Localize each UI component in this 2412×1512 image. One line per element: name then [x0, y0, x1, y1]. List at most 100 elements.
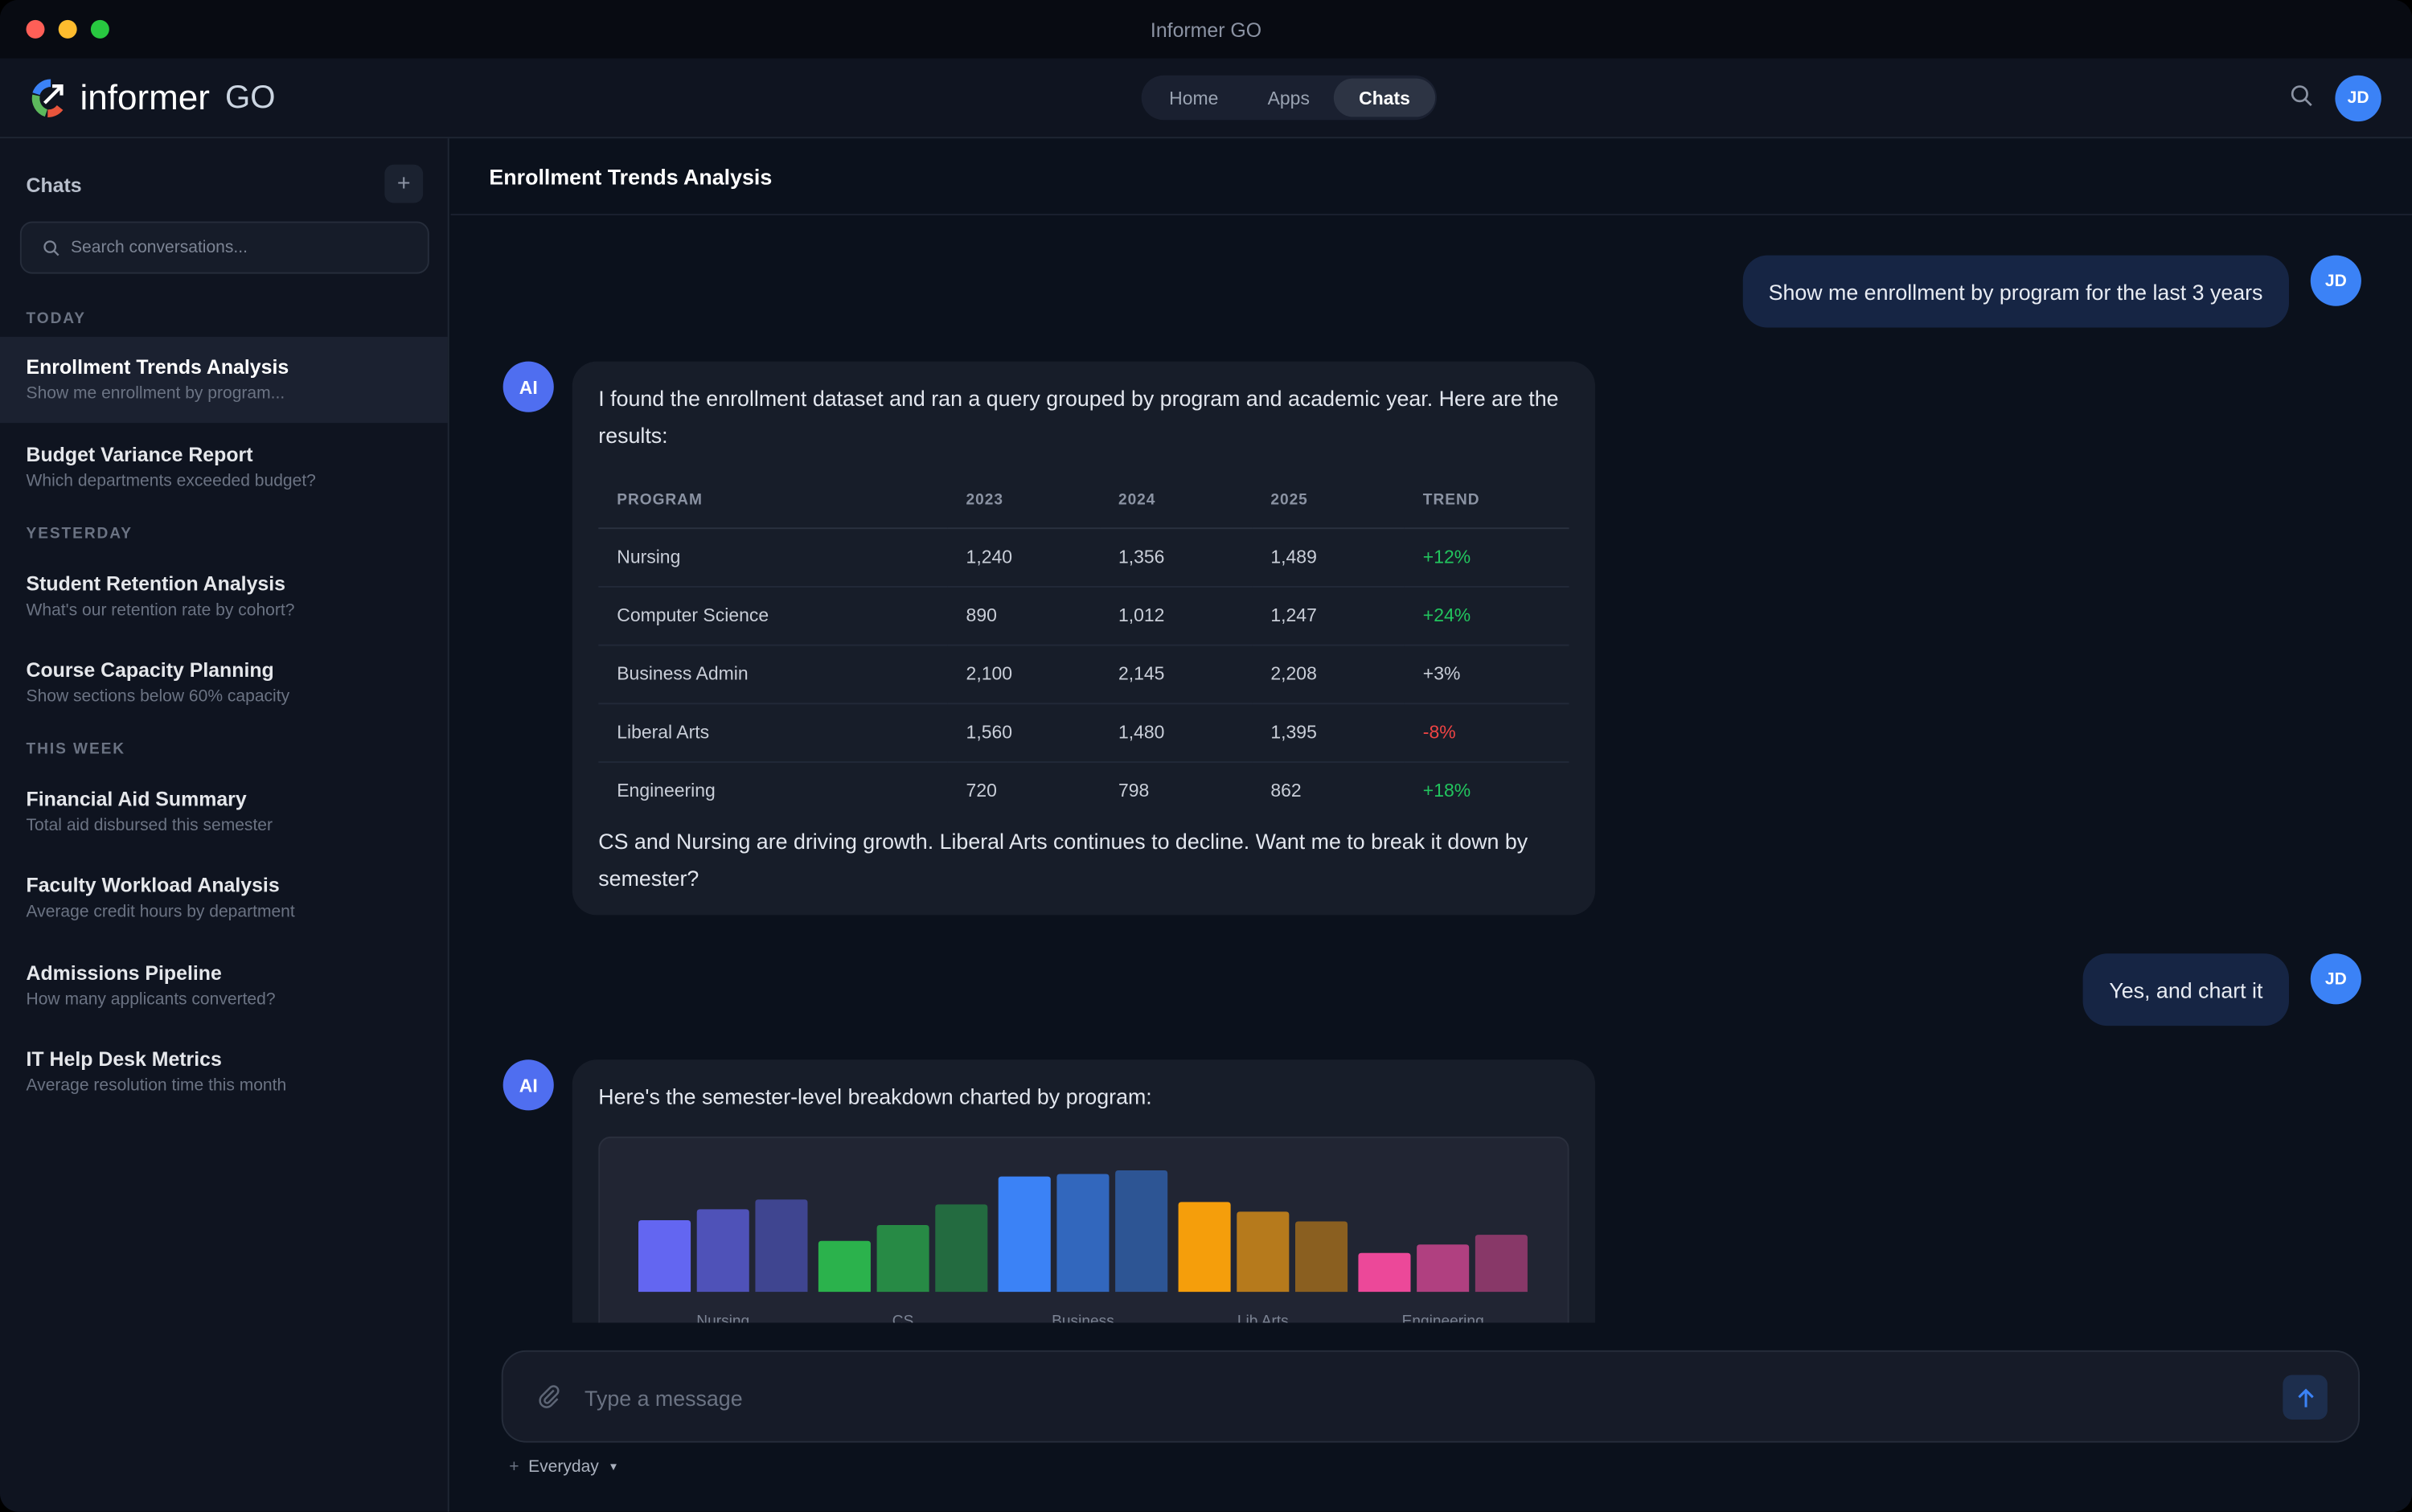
- column-header: 2024: [1100, 475, 1253, 529]
- chat-list-item[interactable]: Admissions Pipeline How many applicants c…: [0, 943, 448, 1029]
- mode-selector[interactable]: + Everyday ▼: [509, 1458, 618, 1477]
- caret-down-icon: ▼: [608, 1461, 619, 1473]
- nav-tab-home[interactable]: Home: [1169, 87, 1219, 109]
- chat-list-item[interactable]: Faculty Workload Analysis Average credit …: [0, 855, 448, 941]
- chart-bar: [696, 1209, 749, 1293]
- chart-bar: [1475, 1235, 1528, 1293]
- table-header-row: PROGRAM 2023 2024 2025 TREND: [598, 475, 1569, 529]
- user-message: Show me enrollment by program for the la…: [1742, 255, 2289, 328]
- section-label-this-week: THIS WEEK: [26, 741, 126, 759]
- search-conversations-input[interactable]: Search conversations...: [19, 221, 429, 274]
- chart-bar: [1178, 1202, 1231, 1293]
- table-cell: +3%: [1404, 644, 1569, 704]
- ai-message-intro: Here's the semester-level breakdown char…: [598, 1084, 1152, 1109]
- table-row: Liberal Arts 1,560 1,480 1,395 -8%: [598, 703, 1569, 763]
- chart-bar: [755, 1199, 808, 1293]
- table-cell: 2,208: [1252, 644, 1405, 704]
- chat-list-item[interactable]: Course Capacity Planning Show sections be…: [0, 640, 448, 726]
- arrow-up-icon: [2297, 1387, 2313, 1407]
- chat-list-item[interactable]: Enrollment Trends Analysis Show me enroll…: [0, 337, 448, 424]
- chat-subtitle: Total aid disbursed this semester: [26, 816, 273, 835]
- chat-title: Student Retention Analysis: [26, 572, 286, 596]
- message-composer[interactable]: Type a message: [501, 1350, 2361, 1443]
- chat-list-item[interactable]: IT Help Desk Metrics Average resolution t…: [0, 1029, 448, 1115]
- chat-title: Enrollment Trends Analysis: [26, 354, 289, 379]
- table-cell: 1,395: [1252, 703, 1405, 763]
- table-cell: 1,247: [1252, 585, 1405, 645]
- section-label-yesterday: YESTERDAY: [26, 526, 133, 543]
- message-list[interactable]: Show me enrollment by program for the la…: [451, 217, 2412, 1323]
- chat-title: Course Capacity Planning: [26, 658, 274, 682]
- logo[interactable]: informer GO: [31, 76, 276, 119]
- chat-subtitle: Which departments exceeded budget?: [26, 472, 316, 491]
- nav-tab-chats[interactable]: Chats: [1334, 78, 1435, 117]
- chat-list-item[interactable]: Student Retention Analysis What's our ret…: [0, 554, 448, 640]
- chat-list-item[interactable]: Financial Aid Summary Total aid disbursed…: [0, 769, 448, 855]
- message-input[interactable]: Type a message: [585, 1385, 743, 1411]
- close-window-button[interactable]: [26, 19, 45, 39]
- title-bar: Informer GO: [0, 0, 2412, 59]
- table-row: Engineering 720 798 862 +18%: [598, 761, 1569, 820]
- ai-message: I found the enrollment dataset and ran a…: [572, 361, 1596, 916]
- chart-bar: [935, 1204, 988, 1293]
- table-row: Nursing 1,240 1,356 1,489 +12%: [598, 527, 1569, 587]
- table-cell: +18%: [1422, 780, 1471, 802]
- chart-bar: [1294, 1221, 1348, 1293]
- new-chat-button[interactable]: +: [384, 164, 424, 203]
- paperclip-icon[interactable]: [537, 1384, 562, 1409]
- main-nav: Home Apps Chats: [1141, 75, 1438, 121]
- chat-title: Financial Aid Summary: [26, 787, 247, 811]
- chat-title: Admissions Pipeline: [26, 961, 222, 985]
- logo-suffix: GO: [225, 79, 276, 115]
- mode-label: Everyday: [528, 1457, 599, 1477]
- table-cell: 890: [947, 585, 1101, 645]
- user-message: Yes, and chart it: [2082, 953, 2289, 1026]
- user-avatar[interactable]: JD: [2335, 75, 2381, 122]
- minimize-window-button[interactable]: [58, 19, 77, 39]
- window-title: Informer GO: [1150, 18, 1262, 42]
- ai-avatar: AI: [503, 1059, 554, 1111]
- user-avatar: JD: [2310, 255, 2361, 306]
- table-cell: 1,240: [947, 527, 1101, 587]
- table-cell: +12%: [1404, 527, 1569, 587]
- chart-bar: [1417, 1244, 1470, 1293]
- logo-text: informer: [80, 76, 210, 117]
- chat-subtitle: Show sections below 60% capacity: [26, 687, 290, 707]
- table-row: Business Admin 2,100 2,145 2,208 +3%: [598, 644, 1569, 704]
- x-tick-label: Business: [1052, 1313, 1114, 1322]
- search-icon[interactable]: [2291, 84, 2314, 108]
- table-cell: 1,560: [947, 703, 1101, 763]
- chart-bar: [1358, 1252, 1411, 1293]
- column-header: PROGRAM: [598, 475, 948, 529]
- chart-bar: [1237, 1211, 1290, 1293]
- table-cell: 1,356: [1100, 527, 1253, 587]
- sidebar: Chats + Search conversations... TODAY En…: [0, 138, 449, 1512]
- chart-bar: [998, 1176, 1051, 1293]
- table-cell: 1,012: [1100, 585, 1253, 645]
- nav-tab-apps[interactable]: Apps: [1267, 87, 1310, 109]
- chat-title: Budget Variance Report: [26, 443, 253, 466]
- sidebar-title: Chats: [26, 174, 82, 197]
- x-tick-label: Lib Arts: [1237, 1313, 1289, 1322]
- table-row: Computer Science 890 1,012 1,247 +24%: [598, 585, 1569, 645]
- column-header: TREND: [1404, 475, 1569, 529]
- app-header: informer GO Home Apps Chats JD: [0, 58, 2412, 139]
- user-avatar: JD: [2310, 953, 2361, 1005]
- ai-message-intro: I found the enrollment dataset and ran a…: [598, 386, 1559, 448]
- send-button[interactable]: [2283, 1375, 2328, 1420]
- results-table: PROGRAM 2023 2024 2025 TREND Nursing 1,24…: [598, 475, 1569, 820]
- x-tick-label: Engineering: [1402, 1313, 1484, 1322]
- chat-subtitle: What's our retention rate by cohort?: [26, 601, 295, 621]
- section-label-today: TODAY: [26, 310, 86, 328]
- table-cell: +24%: [1404, 585, 1569, 645]
- maximize-window-button[interactable]: [90, 19, 109, 39]
- chat-title: Enrollment Trends Analysis: [489, 164, 773, 190]
- bar-chart: Nursing CS Business Lib Arts Engineering: [598, 1136, 1569, 1323]
- table-cell: 862: [1270, 780, 1302, 802]
- chat-list-item[interactable]: Budget Variance Report Which departments …: [0, 424, 448, 510]
- ai-message: Here's the semester-level breakdown char…: [572, 1059, 1596, 1323]
- x-tick-label: Nursing: [696, 1313, 749, 1322]
- x-tick-label: CS: [892, 1313, 914, 1322]
- plus-icon: +: [509, 1457, 519, 1477]
